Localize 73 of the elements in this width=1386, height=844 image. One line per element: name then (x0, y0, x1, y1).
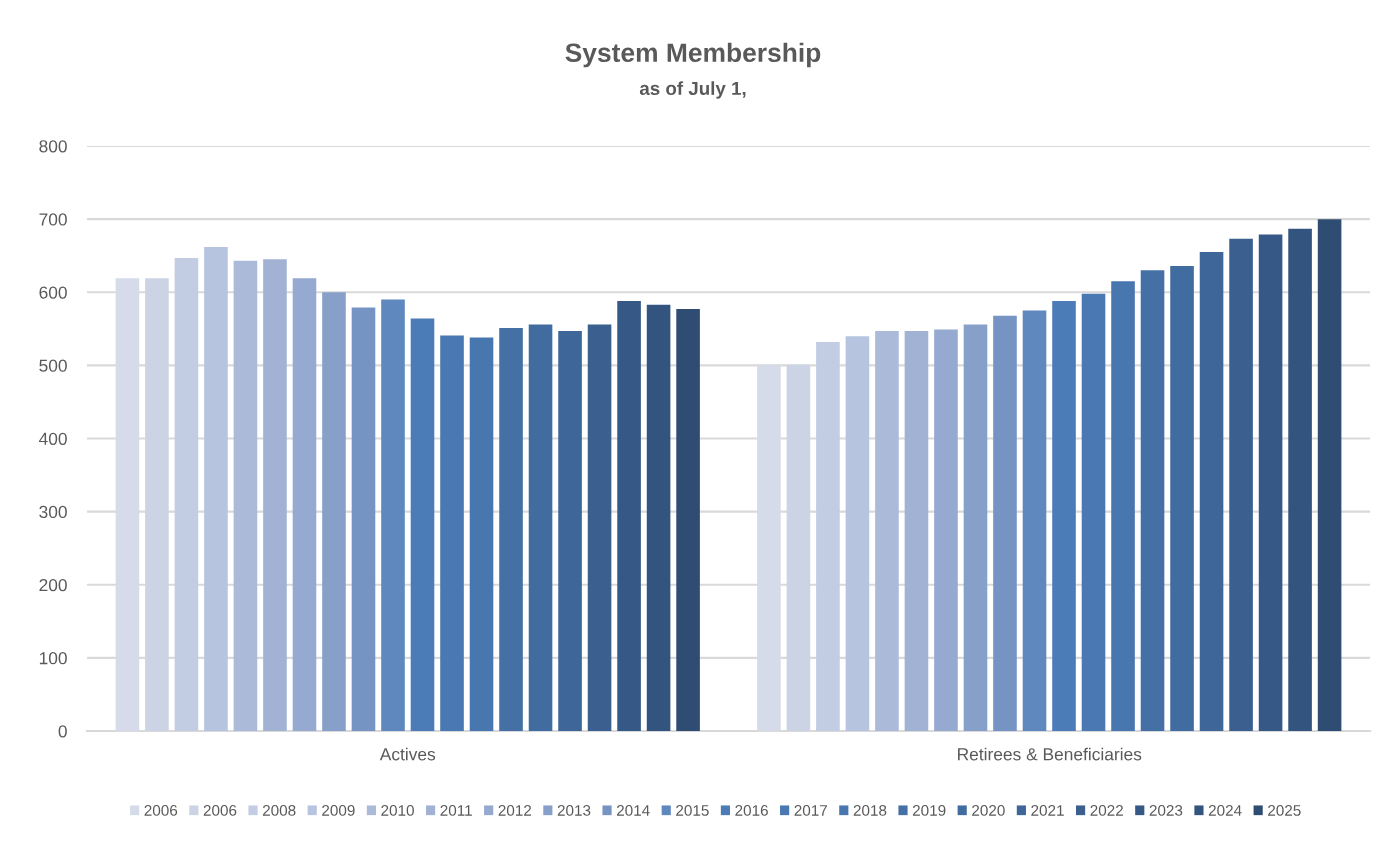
legend-label: 2022 (1090, 805, 1123, 816)
bar (145, 278, 169, 731)
bar (1081, 293, 1106, 731)
bar (1199, 252, 1224, 731)
legend-label: 2006 (144, 805, 178, 816)
legend-label: 2010 (381, 805, 414, 816)
y-tick-label: 400 (38, 432, 67, 445)
bar (1288, 228, 1312, 731)
bar (676, 309, 700, 731)
y-tick-label: 800 (39, 140, 67, 153)
y-tick-label: 100 (39, 652, 67, 665)
bar (351, 307, 376, 731)
bar (499, 328, 523, 731)
y-tick-label: 600 (39, 286, 67, 299)
y-tick-label: 700 (39, 213, 67, 226)
bar (469, 337, 494, 731)
legend-label: 2011 (440, 805, 472, 816)
bar (1140, 270, 1165, 731)
y-tick-label: 300 (39, 505, 67, 519)
bar (233, 260, 258, 731)
bar (292, 278, 317, 731)
bar (934, 329, 958, 731)
bar (558, 331, 582, 731)
bar (528, 324, 553, 731)
legend-label: 2013 (557, 805, 591, 816)
bar (1170, 265, 1194, 731)
bar (875, 331, 899, 731)
legend-label: 2006 (203, 805, 237, 816)
bar (204, 246, 228, 731)
bar (845, 336, 870, 731)
bar (963, 324, 988, 731)
legend-label: 2008 (262, 805, 296, 816)
bar (1229, 238, 1253, 731)
y-tick-label: 500 (39, 359, 67, 372)
legend-label: 2016 (735, 805, 768, 816)
bar (1111, 281, 1135, 731)
legend-label: 2019 (912, 805, 946, 816)
bar (322, 292, 346, 731)
bar (816, 341, 840, 731)
legend-label: 2023 (1149, 805, 1183, 816)
legend-label: 2024 (1208, 805, 1242, 816)
bar (410, 318, 435, 731)
bar (786, 364, 811, 731)
legend-label: 2015 (676, 805, 709, 816)
bar (993, 315, 1017, 731)
bar (646, 304, 671, 731)
bar (381, 299, 405, 731)
y-tick-label: 0 (58, 725, 67, 738)
legend-label: 2021 (1031, 805, 1064, 816)
bar (757, 364, 781, 731)
bar (1258, 234, 1283, 731)
bar (440, 335, 464, 731)
bar (115, 278, 140, 731)
bar (1052, 301, 1076, 731)
bar (174, 257, 199, 731)
legend-label: 2020 (972, 805, 1005, 816)
chart-subtitle: as of July 1, (639, 81, 746, 99)
bar (617, 301, 641, 731)
legend-label: 2012 (498, 805, 532, 816)
bar (1022, 310, 1047, 731)
bar (904, 331, 929, 731)
legend-label: 2025 (1268, 805, 1301, 816)
legend-label: 2014 (616, 805, 650, 816)
legend-label: 2017 (794, 805, 827, 816)
y-tick-label: 200 (39, 578, 67, 592)
x-tick-label: Actives (379, 747, 436, 761)
bar (1317, 219, 1342, 731)
bar (587, 324, 612, 731)
chart-title: System Membership (565, 42, 821, 68)
legend-label: 2018 (853, 805, 887, 816)
bar (263, 259, 287, 731)
x-tick-label: Retirees & Beneficiaries (958, 747, 1142, 761)
legend-label: 2009 (322, 805, 355, 816)
